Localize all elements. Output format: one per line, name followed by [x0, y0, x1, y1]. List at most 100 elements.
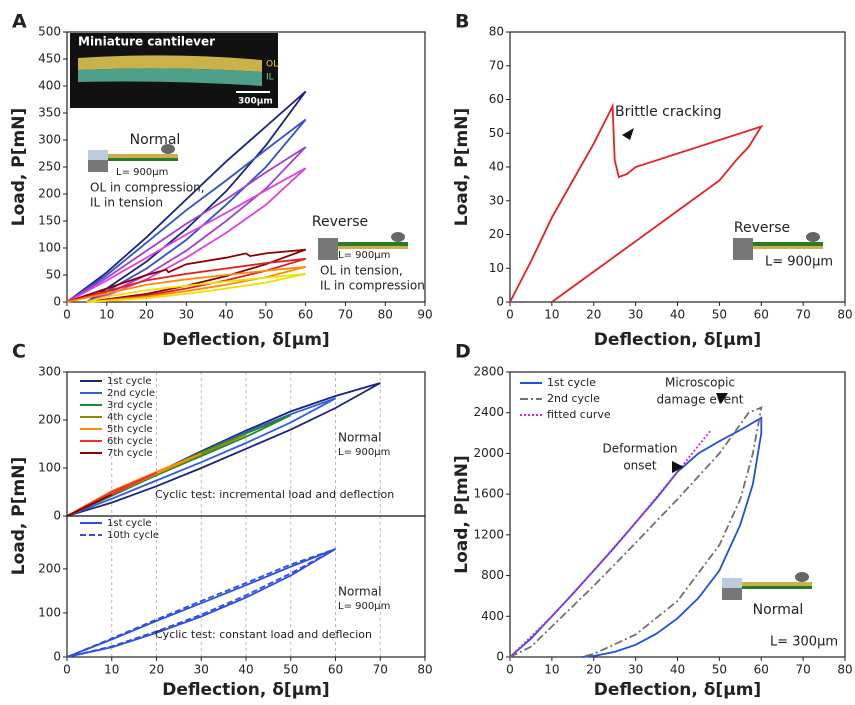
icon-beam-bot	[753, 246, 823, 249]
icon-tip	[795, 572, 809, 582]
data-line	[509, 429, 712, 658]
y-tick-label: 0	[53, 509, 61, 523]
x-tick-label: 10	[99, 308, 114, 322]
x-tick-label: 60	[754, 663, 769, 677]
data-line	[66, 493, 113, 517]
y-tick-label: 200	[38, 561, 61, 575]
x-tick-label: 30	[628, 308, 643, 322]
annotation: Cyclic test: constant load and deflecion	[155, 628, 372, 641]
x-tick-label: 10	[544, 308, 559, 322]
y-tick-label: 500	[38, 25, 61, 39]
icon-tip	[161, 144, 175, 154]
annotation: Miniature cantilever	[78, 35, 215, 49]
annotation: Normal	[130, 132, 181, 148]
data-line	[66, 167, 307, 303]
annotation: onset	[623, 459, 657, 473]
annotation: Normal	[338, 585, 381, 599]
y-tick-label: 50	[489, 126, 504, 140]
data-line	[66, 266, 306, 303]
y-axis-label: Load, P[mN]	[9, 457, 29, 575]
icon-tip	[806, 232, 820, 242]
icon-tip	[391, 232, 405, 242]
icon-base	[733, 248, 753, 260]
legend-label: 7th cycle	[107, 448, 153, 459]
x-tick-label: 60	[328, 663, 343, 677]
x-axis-label: Deflection, δ[μm]	[594, 330, 761, 350]
legend-label: 1st cycle	[547, 376, 596, 389]
y-tick-label: 0	[53, 650, 61, 664]
legend-label: 4th cycle	[107, 412, 153, 423]
data-line	[86, 273, 306, 303]
cantilever-inset	[70, 33, 278, 108]
data-line	[66, 248, 307, 303]
data-line	[509, 102, 764, 303]
y-tick-label: 2000	[473, 446, 504, 460]
annotation: L= 900μm	[338, 250, 390, 261]
y-tick-label: 800	[481, 568, 504, 582]
panel-label: A	[12, 11, 27, 33]
legend-label: 5th cycle	[107, 424, 153, 435]
icon-beam-bot	[338, 246, 408, 249]
annotation: OL in tension,	[320, 264, 403, 278]
legend-label: 1st cycle	[107, 376, 152, 387]
annotation: Reverse	[312, 214, 368, 230]
icon-beam-bot	[742, 586, 812, 589]
y-tick-label: 10	[489, 261, 504, 275]
y-tick-label: 40	[489, 160, 504, 174]
x-tick-label: 20	[586, 663, 601, 677]
panel-label: D	[455, 341, 471, 363]
x-tick-label: 10	[104, 663, 119, 677]
y-tick-label: 60	[489, 92, 504, 106]
icon-beam-top	[338, 242, 408, 246]
legend-label: 10th cycle	[107, 530, 159, 541]
x-tick-label: 50	[712, 308, 727, 322]
x-tick-label: 80	[378, 308, 393, 322]
y-tick-label: 200	[38, 187, 61, 201]
x-axis-label: Deflection, δ[μm]	[162, 680, 329, 700]
x-tick-label: 40	[238, 663, 253, 677]
y-tick-label: 2800	[473, 365, 504, 379]
icon-base	[722, 588, 742, 600]
ol-layer	[78, 55, 262, 72]
x-tick-label: 20	[586, 308, 601, 322]
panel-label: B	[455, 11, 469, 33]
x-tick-label: 50	[258, 308, 273, 322]
legend-label: 2nd cycle	[547, 392, 600, 405]
x-axis-label: Deflection, δ[μm]	[162, 330, 329, 350]
y-axis-label: Load, P[mN]	[452, 455, 472, 573]
y-tick-label: 0	[496, 295, 504, 309]
annotation: Normal	[338, 431, 381, 445]
x-tick-label: 70	[373, 663, 388, 677]
y-tick-label: 150	[38, 214, 61, 228]
x-tick-label: 70	[795, 308, 810, 322]
data-line	[66, 548, 336, 658]
y-tick-label: 350	[38, 106, 61, 120]
annotation: Brittle cracking	[615, 104, 722, 120]
annotation: IL in tension	[90, 196, 163, 210]
data-line	[66, 118, 307, 303]
icon-base	[88, 160, 108, 172]
annotation: Deformation	[603, 442, 678, 456]
y-tick-label: 1200	[473, 527, 504, 541]
y-axis-label: Load, P[mN]	[452, 108, 472, 226]
y-tick-label: 250	[38, 160, 61, 174]
x-tick-label: 40	[670, 308, 685, 322]
legend-label: 1st cycle	[107, 518, 152, 529]
icon-beam-top	[742, 582, 812, 586]
x-tick-label: 70	[338, 308, 353, 322]
icon-beam-top	[108, 154, 178, 158]
il-layer	[78, 68, 262, 86]
arrow-head	[672, 461, 684, 473]
y-tick-label: 400	[38, 79, 61, 93]
y-tick-label: 400	[481, 609, 504, 623]
annotation: L= 900μm	[765, 255, 833, 270]
x-tick-label: 70	[795, 663, 810, 677]
panel-label: C	[12, 341, 26, 363]
annotation: IL in compression	[320, 279, 425, 293]
y-tick-label: 450	[38, 52, 61, 66]
x-tick-label: 80	[417, 663, 432, 677]
data-line	[66, 257, 306, 303]
y-tick-label: 300	[38, 133, 61, 147]
